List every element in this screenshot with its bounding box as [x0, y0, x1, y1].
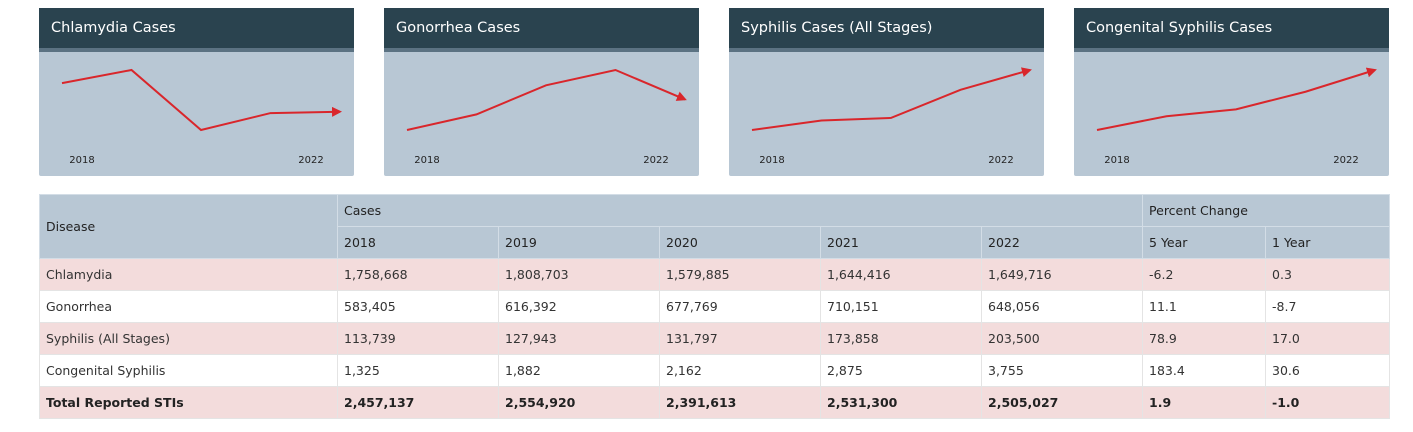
trend-line — [751, 67, 1032, 131]
table-cell: 3,755 — [980, 354, 1144, 387]
table-cell: 78.9 — [1142, 322, 1267, 355]
table-cell: 0.3 — [1265, 258, 1391, 291]
table-cell: 1,758,668 — [337, 258, 499, 291]
table-cell: 2,162 — [659, 354, 821, 387]
card-title: Chlamydia Cases — [51, 20, 176, 36]
table-cell: Chlamydia — [39, 258, 338, 291]
table-cell: 2,457,137 — [337, 386, 499, 419]
table-cell: -6.2 — [1142, 258, 1267, 291]
card-title: Syphilis Cases (All Stages) — [741, 20, 932, 36]
table-cell: 11.1 — [1142, 290, 1267, 323]
table-cell: 1.9 — [1142, 386, 1267, 419]
x-tick-label: 2018 — [1104, 155, 1129, 166]
header-cell: 2019 — [498, 226, 660, 259]
card-header — [384, 8, 699, 48]
header-row: 2018 2019 2020 2021 2022 5 Year 1 Year — [40, 226, 1391, 259]
header-cell: Percent Change — [1142, 194, 1391, 227]
table-cell: 127,943 — [498, 322, 660, 355]
trend-line — [1096, 67, 1377, 131]
x-tick-label: 2022 — [298, 155, 323, 166]
sparkline-cards: Chlamydia Cases 2018 2022 Gonorrhea Cases 20… — [39, 8, 1389, 176]
card-header — [1074, 8, 1389, 48]
table-cell: Congenital Syphilis — [39, 354, 338, 387]
table-row: Chlamydia 1,758,668 1,808,703 1,579,885 1,64… — [39, 258, 1391, 291]
x-tick-label: 2022 — [643, 155, 668, 166]
card-header — [729, 8, 1044, 48]
table-cell: 677,769 — [659, 290, 821, 323]
trend-line — [406, 68, 687, 131]
table-row: Gonorrhea 583,405 616,392 677,769 710,151 648… — [39, 290, 1391, 323]
x-tick-label: 2018 — [69, 155, 94, 166]
table-body: Chlamydia 1,758,668 1,808,703 1,579,885 1,64… — [39, 258, 1391, 419]
table-cell: 2,531,300 — [820, 386, 982, 419]
table-cell: 183.4 — [1142, 354, 1267, 387]
table-row: Congenital Syphilis 1,325 1,882 2,162 2,875 3… — [39, 354, 1391, 387]
table-cell: -8.7 — [1265, 290, 1391, 323]
table-cell: 113,739 — [337, 322, 499, 355]
header-cell: 5 Year — [1142, 226, 1267, 259]
table-cell: 710,151 — [820, 290, 982, 323]
header-cell: 2022 — [980, 226, 1144, 259]
header-cell: 2018 — [337, 226, 499, 259]
table-cell: 131,797 — [659, 322, 821, 355]
table-cell: 203,500 — [980, 322, 1144, 355]
card-header — [39, 8, 354, 48]
header-cell: 1 Year — [1265, 226, 1391, 259]
header-cell: Cases — [336, 194, 1144, 227]
x-tick-label: 2018 — [414, 155, 439, 166]
table-cell: 1,325 — [337, 354, 499, 387]
table-cell: 616,392 — [498, 290, 660, 323]
table-header: Disease Cases Percent Change 2018 2019 2020 20… — [39, 194, 1391, 259]
table-cell: 1,882 — [498, 354, 660, 387]
table-cell: 30.6 — [1265, 354, 1391, 387]
table-cell: Gonorrhea — [39, 290, 338, 323]
header-cell: Disease — [39, 194, 338, 259]
sti-table: Disease Cases Percent Change 2018 2019 2020 20… — [39, 194, 1391, 419]
card-title: Congenital Syphilis Cases — [1086, 20, 1272, 36]
header-cell: 2021 — [820, 226, 982, 259]
table-cell: 1,808,703 — [498, 258, 660, 291]
x-tick-label: 2022 — [1333, 155, 1358, 166]
table-cell: 2,391,613 — [659, 386, 821, 419]
table-cell: 173,858 — [820, 322, 982, 355]
table-cell: 2,505,027 — [980, 386, 1144, 419]
header-row: Disease Cases Percent Change — [39, 194, 1391, 259]
table-row: Total Reported STIs 2,457,137 2,554,920 2,3… — [39, 386, 1391, 419]
card-divider — [384, 48, 699, 52]
trend-line — [61, 68, 342, 132]
table-cell: Total Reported STIs — [39, 386, 338, 419]
x-tick-label: 2018 — [759, 155, 784, 166]
table-cell: 2,554,920 — [498, 386, 660, 419]
table-cell: 648,056 — [980, 290, 1144, 323]
table-cell: 17.0 — [1265, 322, 1391, 355]
table-row: Syphilis (All Stages) 113,739 127,943 131,7… — [39, 322, 1391, 355]
table-cell: 2,875 — [820, 354, 982, 387]
card-divider — [1074, 48, 1389, 52]
x-tick-label: 2022 — [988, 155, 1013, 166]
card-divider — [39, 48, 354, 52]
header-cell: 2020 — [659, 226, 821, 259]
card-title: Gonorrhea Cases — [396, 20, 520, 36]
table-cell: -1.0 — [1265, 386, 1391, 419]
table-cell: 1,579,885 — [659, 258, 821, 291]
table-cell: 1,644,416 — [820, 258, 982, 291]
card-divider — [729, 48, 1044, 52]
table-cell: 583,405 — [337, 290, 499, 323]
table-cell: Syphilis (All Stages) — [39, 322, 338, 355]
table-cell: 1,649,716 — [980, 258, 1144, 291]
